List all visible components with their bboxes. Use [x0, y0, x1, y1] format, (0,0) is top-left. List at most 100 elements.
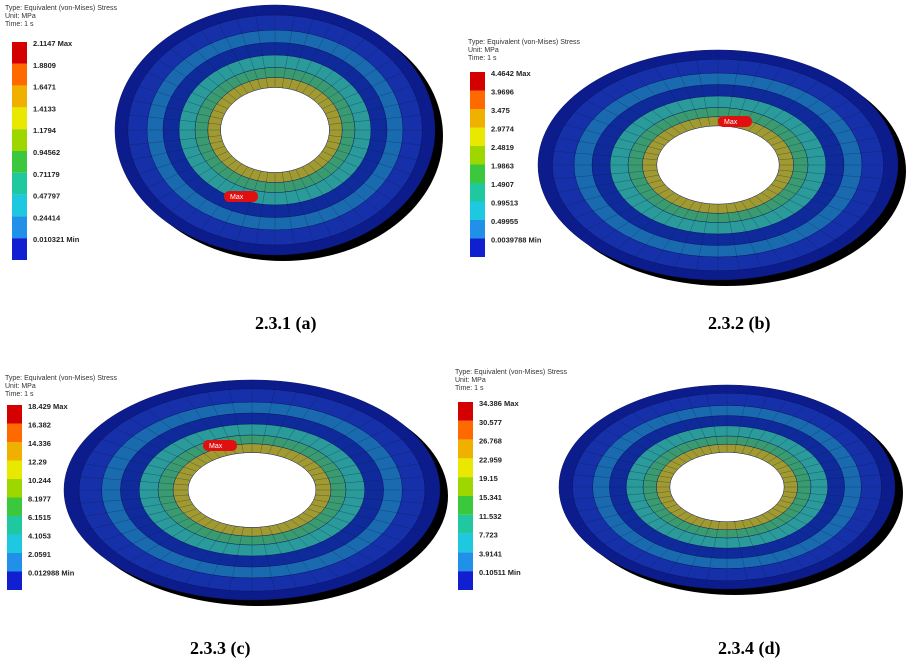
- legend-swatch: [458, 571, 473, 590]
- legend-swatch: [12, 107, 27, 129]
- disk-ring: [221, 88, 330, 173]
- header-line: Unit: MPa: [455, 377, 486, 384]
- legend-label: 1.4907: [491, 180, 514, 189]
- legend-swatch: [12, 238, 27, 260]
- legend-swatch: [7, 442, 22, 461]
- legend-label: 0.10511 Min: [479, 568, 521, 577]
- legend-label: 0.71179: [33, 170, 60, 179]
- legend-label: 18.429 Max: [28, 402, 68, 411]
- legend-swatch: [470, 239, 485, 258]
- legend-swatch: [458, 515, 473, 534]
- header-line: Type: Equivalent (von-Mises) Stress: [468, 39, 581, 46]
- legend-swatch: [12, 86, 27, 108]
- legend-label: 0.0039788 Min: [491, 235, 542, 244]
- max-marker-label: Max: [209, 443, 223, 450]
- legend-swatch: [458, 534, 473, 553]
- disk-ring: [188, 453, 316, 528]
- legend-label: 22.959: [479, 455, 502, 464]
- legend-swatch: [7, 516, 22, 535]
- legend-label: 10.244: [28, 476, 52, 485]
- legend-swatch: [12, 195, 27, 217]
- legend-label: 2.0591: [28, 550, 51, 559]
- caption: 2.3.4 (d): [718, 638, 781, 659]
- header-line: Time: 1 s: [5, 391, 34, 398]
- header-line: Time: 1 s: [5, 21, 34, 28]
- disk-ring: [657, 126, 779, 204]
- legend-label: 34.386 Max: [479, 399, 519, 408]
- legend-swatch: [12, 173, 27, 195]
- legend-swatch: [7, 461, 22, 480]
- legend-label: 0.24414: [33, 213, 61, 222]
- legend-swatch: [12, 216, 27, 238]
- legend-swatch: [7, 405, 22, 424]
- legend-label: 12.29: [28, 457, 47, 466]
- legend-label: 16.382: [28, 420, 51, 429]
- legend-swatch: [7, 535, 22, 554]
- legend-swatch: [458, 402, 473, 421]
- legend-swatch: [7, 424, 22, 443]
- legend-label: 4.1053: [28, 531, 51, 540]
- legend-label: 1.8809: [33, 61, 56, 70]
- legend-swatch: [458, 440, 473, 459]
- legend-swatch: [7, 572, 22, 591]
- legend-swatch: [458, 496, 473, 515]
- legend-label: 2.4819: [491, 143, 514, 152]
- legend-swatch: [12, 151, 27, 173]
- legend-swatch: [470, 72, 485, 91]
- header-line: Unit: MPa: [5, 13, 36, 20]
- legend-label: 6.1515: [28, 513, 51, 522]
- legend-label: 3.9696: [491, 87, 514, 96]
- legend-label: 19.15: [479, 474, 498, 483]
- legend-label: 8.1977: [28, 494, 51, 503]
- legend-label: 7.723: [479, 531, 498, 540]
- caption: 2.3.3 (c): [190, 638, 250, 659]
- header-line: Type: Equivalent (von-Mises) Stress: [455, 369, 568, 376]
- legend-swatch: [470, 202, 485, 221]
- header-line: Time: 1 s: [455, 385, 484, 392]
- legend-label: 1.1794: [33, 126, 57, 135]
- legend-label: 11.532: [479, 512, 502, 521]
- legend-swatch: [7, 498, 22, 517]
- legend-label: 15.341: [479, 493, 502, 502]
- caption: 2.3.1 (a): [255, 313, 317, 334]
- legend-label: 1.9863: [491, 161, 514, 170]
- legend-swatch: [470, 109, 485, 128]
- panel: Type: Equivalent (von-Mises) StressUnit:…: [455, 369, 903, 659]
- legend-label: 3.475: [491, 106, 510, 115]
- panel: Type: Equivalent (von-Mises) StressUnit:…: [5, 375, 448, 659]
- legend-swatch: [458, 552, 473, 571]
- legend-label: 3.9141: [479, 549, 502, 558]
- legend-swatch: [12, 42, 27, 64]
- legend-label: 0.49955: [491, 217, 518, 226]
- header-line: Unit: MPa: [468, 47, 499, 54]
- legend-swatch: [12, 129, 27, 151]
- legend-label: 0.99513: [491, 198, 518, 207]
- header-line: Unit: MPa: [5, 383, 36, 390]
- legend-swatch: [470, 91, 485, 110]
- legend-label: 26.768: [479, 437, 502, 446]
- header-line: Time: 1 s: [468, 55, 497, 62]
- panel: Type: Equivalent (von-Mises) StressUnit:…: [5, 5, 443, 334]
- header-line: Type: Equivalent (von-Mises) Stress: [5, 375, 118, 382]
- legend-swatch: [470, 165, 485, 184]
- legend-swatch: [7, 479, 22, 498]
- legend-label: 0.47797: [33, 192, 60, 201]
- legend-swatch: [458, 421, 473, 440]
- legend-label: 4.4642 Max: [491, 69, 531, 78]
- legend-label: 2.9774: [491, 124, 515, 133]
- legend-label: 1.4133: [33, 104, 56, 113]
- legend-swatch: [470, 183, 485, 202]
- legend-swatch: [458, 458, 473, 477]
- max-marker-label: Max: [724, 119, 738, 126]
- legend-swatch: [470, 128, 485, 147]
- caption: 2.3.2 (b): [708, 313, 771, 334]
- legend-swatch: [470, 220, 485, 239]
- legend-swatch: [458, 477, 473, 496]
- legend-label: 0.012988 Min: [28, 568, 75, 577]
- header-line: Type: Equivalent (von-Mises) Stress: [5, 5, 118, 12]
- legend-label: 14.336: [28, 439, 51, 448]
- panel: Type: Equivalent (von-Mises) StressUnit:…: [468, 39, 906, 334]
- legend-label: 30.577: [479, 418, 502, 427]
- legend-label: 1.6471: [33, 83, 56, 92]
- legend-label: 2.1147 Max: [33, 39, 73, 48]
